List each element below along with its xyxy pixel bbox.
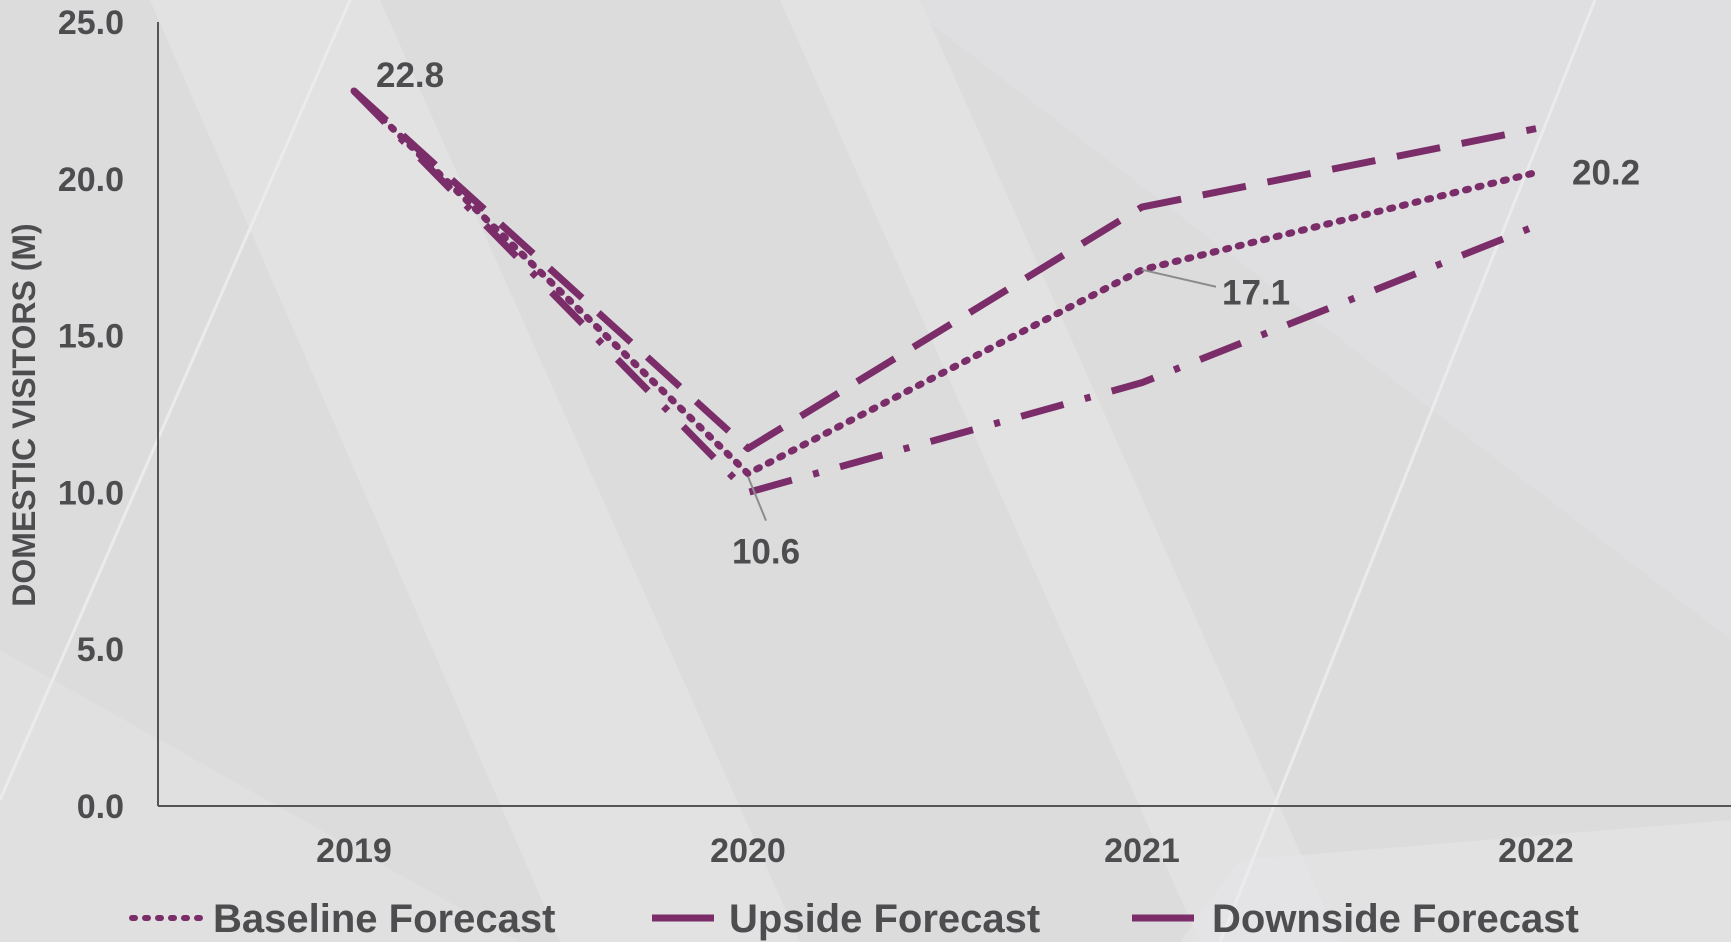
x-tick-label: 2021	[1104, 832, 1180, 870]
y-tick-label: 15.0	[58, 318, 124, 356]
upside-forecast-line	[351, 88, 1537, 452]
y-tick-label: 25.0	[58, 4, 124, 42]
y-axis-label: DOMESTIC VISITORS (M)	[6, 223, 42, 606]
x-tick-label: 2019	[316, 832, 392, 870]
x-axis-ticks: 2019 2020 2021 2022	[316, 832, 1574, 870]
y-tick-label: 10.0	[58, 474, 124, 512]
data-label: 22.8	[376, 56, 444, 95]
downside-forecast-line	[351, 88, 1538, 496]
legend-label-downside-forecast: Downside Forecast	[1212, 897, 1579, 941]
y-tick-label: 20.0	[58, 161, 124, 199]
data-label-leader	[1141, 268, 1217, 288]
baseline-forecast-line	[350, 87, 1540, 478]
data-label: 20.2	[1572, 154, 1640, 193]
y-tick-label: 0.0	[77, 788, 124, 826]
data-label: 10.6	[732, 533, 800, 572]
legend: Baseline Forecast Upside Forecast Downside…	[129, 897, 1579, 941]
x-tick-label: 2020	[710, 832, 786, 870]
data-label-leader	[747, 476, 767, 521]
series-lines	[350, 87, 1540, 496]
y-tick-label: 5.0	[77, 631, 124, 669]
chart-axes	[157, 22, 1731, 807]
legend-label-baseline-forecast: Baseline Forecast	[213, 897, 555, 941]
y-axis-ticks: 0.0 5.0 10.0 15.0 20.0 25.0	[58, 4, 124, 826]
legend-label-upside-forecast: Upside Forecast	[729, 897, 1040, 941]
x-tick-label: 2022	[1498, 832, 1574, 870]
data-labels: 22.8 10.6 17.1 20.2	[376, 56, 1640, 572]
data-label: 17.1	[1222, 274, 1290, 313]
